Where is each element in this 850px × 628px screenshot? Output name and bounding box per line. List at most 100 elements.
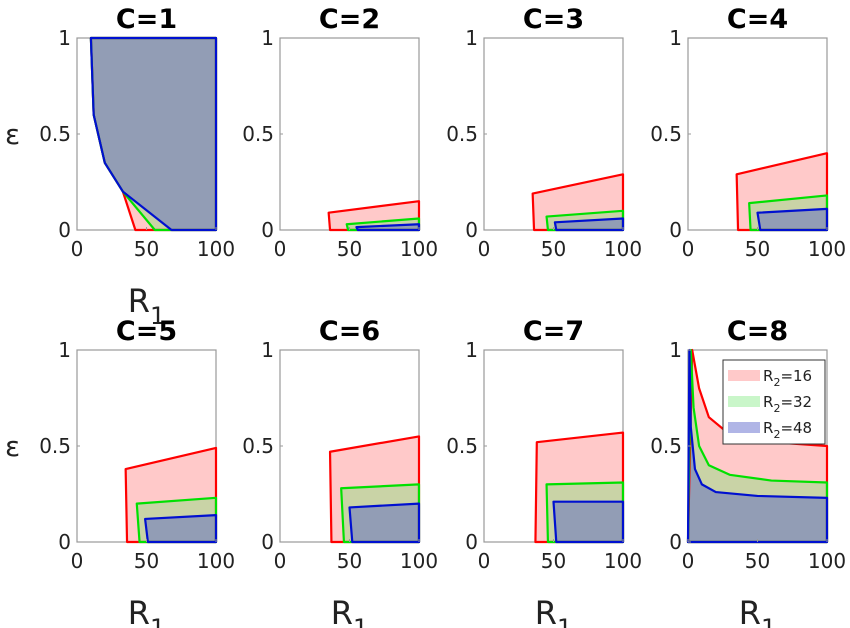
legend-value: =48 <box>780 419 812 437</box>
legend-swatch <box>728 370 760 381</box>
x-tick-label: 0 <box>71 237 84 261</box>
subplot-title: C=4 <box>727 4 788 35</box>
y-tick-label: 0.5 <box>650 122 682 146</box>
y-tick-label: 0 <box>669 218 682 242</box>
series-fill <box>90 38 216 230</box>
series-fill <box>90 38 216 230</box>
x-axis-label: R1 <box>331 594 369 628</box>
y-tick-label: 0.5 <box>242 434 274 458</box>
y-tick-label: 0.5 <box>446 122 478 146</box>
y-axis-label: ε <box>5 430 20 463</box>
x-axis-label-subscript: 1 <box>761 614 776 628</box>
legend-subscript: 2 <box>773 402 780 415</box>
series-line <box>552 500 625 544</box>
legend-value: =16 <box>780 367 812 385</box>
series-fill <box>749 195 827 230</box>
y-tick-label: 0 <box>261 218 274 242</box>
series-line <box>355 223 421 232</box>
x-axis-label: R1 <box>739 594 777 628</box>
x-tick-label: 50 <box>134 549 159 573</box>
series-line <box>144 514 218 544</box>
series-fill <box>757 208 827 230</box>
x-tick-label: 100 <box>197 237 235 261</box>
subplot-title: C=5 <box>116 316 177 347</box>
y-tick-label: 0 <box>58 530 71 554</box>
x-tick-label: 100 <box>808 549 846 573</box>
y-tick-label: 0 <box>465 218 478 242</box>
x-tick-label: 100 <box>197 549 235 573</box>
x-tick-label: 50 <box>337 237 362 261</box>
x-tick-label: 0 <box>682 237 695 261</box>
x-axis-label-subscript: 1 <box>150 302 165 330</box>
plot-frame <box>76 349 217 543</box>
series-fill <box>535 432 623 542</box>
y-tick-label: 1 <box>58 338 71 362</box>
series-fill <box>145 515 216 542</box>
y-tick-label: 1 <box>465 26 478 50</box>
x-tick-label: 100 <box>808 237 846 261</box>
subplot-title: C=7 <box>523 316 584 347</box>
y-tick-label: 0 <box>261 530 274 554</box>
y-tick-label: 1 <box>58 26 71 50</box>
x-tick-label: 50 <box>541 237 566 261</box>
subplot-title: C=6 <box>319 316 380 347</box>
legend-value: =32 <box>780 393 812 411</box>
x-tick-label: 0 <box>682 549 695 573</box>
series-fill <box>341 484 419 542</box>
series-fill <box>546 482 623 542</box>
y-tick-label: 0.5 <box>242 122 274 146</box>
series-fill <box>90 38 216 230</box>
plot-frame <box>76 37 217 231</box>
y-tick-label: 0.5 <box>446 434 478 458</box>
plot-frame <box>279 37 420 231</box>
x-tick-label: 0 <box>71 549 84 573</box>
series-line <box>89 36 218 232</box>
y-tick-label: 0.5 <box>650 434 682 458</box>
y-axis-label: ε <box>5 118 20 151</box>
legend-box <box>722 359 826 445</box>
legend-subscript: 2 <box>773 376 780 389</box>
series-fill <box>688 350 827 542</box>
legend-swatch <box>728 396 760 407</box>
y-tick-label: 0.5 <box>39 122 71 146</box>
subplot-4: C=4 0 50 100 0 0.5 1 <box>650 4 846 261</box>
series-fill <box>553 501 623 542</box>
y-tick-label: 0 <box>669 530 682 554</box>
series-fill <box>136 497 216 542</box>
y-tick-label: 1 <box>465 338 478 362</box>
x-axis-label-subscript: 1 <box>557 614 572 628</box>
y-tick-label: 0 <box>58 218 71 242</box>
x-tick-label: 50 <box>541 549 566 573</box>
series-fill <box>688 350 827 542</box>
x-tick-label: 100 <box>400 237 438 261</box>
y-tick-label: 1 <box>669 26 682 50</box>
x-tick-label: 0 <box>478 549 491 573</box>
series-line <box>553 217 625 232</box>
x-tick-label: 100 <box>400 549 438 573</box>
subplot-title: C=8 <box>727 316 788 347</box>
subplot-title: C=3 <box>523 4 584 35</box>
x-axis-label: R1 <box>128 594 166 628</box>
subplot-3: C=3 0 50 100 0 0.5 1 <box>446 4 642 261</box>
x-tick-label: 100 <box>604 549 642 573</box>
y-tick-label: 1 <box>669 338 682 362</box>
series-line <box>756 207 829 232</box>
x-tick-label: 0 <box>478 237 491 261</box>
series-line <box>348 502 421 544</box>
subplot-title: C=2 <box>319 4 380 35</box>
x-tick-label: 50 <box>134 237 159 261</box>
x-tick-label: 50 <box>745 237 770 261</box>
y-tick-label: 0 <box>465 530 478 554</box>
legend-label: R2=32 <box>763 393 812 415</box>
subplot-2: C=2 0 50 100 0 0.5 1 <box>242 4 438 261</box>
x-tick-label: 0 <box>274 237 287 261</box>
plot-frame <box>483 37 624 231</box>
subplot-title: C=1 <box>116 4 177 35</box>
legend-swatch <box>728 422 760 433</box>
x-tick-label: 50 <box>745 549 770 573</box>
x-tick-label: 100 <box>604 237 642 261</box>
